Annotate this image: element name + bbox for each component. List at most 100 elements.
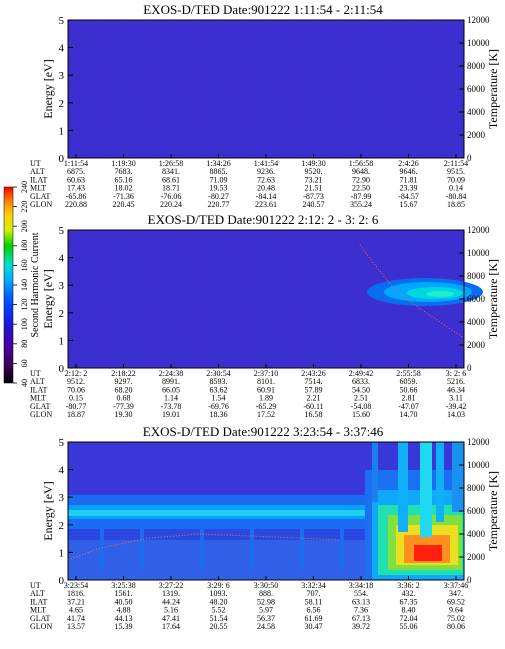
panel-1-cell: 73.21 [305,175,323,184]
panel-3: EXOS-D/TED Date:901222 3:23:54 - 3:37:46 [30,424,500,631]
panel-1-cell: 70.09 [447,175,465,184]
panel-1-cell: 22.50 [352,184,370,193]
panel-3-y2tick-label: 10000 [467,460,490,470]
panel-2-cell: 7514. [305,377,323,386]
panel-2-cell: 66.05 [162,385,180,394]
panel-3-row-label: MLT [30,606,46,615]
panel-1-ytick-label: 3 [59,70,65,82]
panel-2-cell: 5216. [447,377,465,386]
panel-2-cell: 8593. [210,377,228,386]
panel-2-cell: -69.76 [208,402,229,411]
panel-2-ylabel: Energy [eV] [41,269,55,328]
panel-1-cell: 220.24 [160,200,182,209]
panel-2-cell: 2.81 [402,394,416,403]
panel-3-cell: 56.37 [257,614,275,623]
panel-2-title: EXOS-D/TED Date:901222 2:12: 2 - 3: 2: 6 [148,212,379,227]
panel-3-cell: 1093. [210,589,228,598]
panel-2-ytick-label: 1 [59,335,65,347]
panel-2-ytick-label: 5 [59,225,65,237]
panel-1-cell: 223.61 [255,200,277,209]
panel-2-cell: 19.30 [115,410,133,419]
panel-3-cell: 3:30:50 [254,581,278,590]
panel-3-heatmap [68,442,464,580]
panel-3-cell: 3:37:46 [444,581,468,590]
panel-2-cell: 15.60 [352,410,370,419]
panel-1-y2tick-label: 4000 [467,107,486,117]
panel-1-cell: 18.71 [162,184,180,193]
panel-3-cell: 58.11 [305,597,323,606]
panel-3-cell: 1816. [67,589,85,598]
panel-3-cell: 5.97 [259,606,273,615]
panel-1-cell: 20.48 [257,184,275,193]
panel-2-y2label: Temperature [K] [486,259,500,339]
panel-2-cell: 2.21 [307,394,321,403]
panel-3-cell: 51.54 [210,614,228,623]
panel-1-y2tick-label: 10000 [467,38,490,48]
panel-1-cell: 220.88 [65,200,87,209]
panel-3-cell: 44.24 [162,597,180,606]
panel-3-row-label: GLON [30,622,52,631]
panel-1: EXOS-D/TED Date:901222 1:11:54 - 2:11:54… [30,2,500,209]
panel-2-cell: -80.77 [66,402,87,411]
panel-2-ytick-label: 3 [59,280,65,292]
panel-1-cell: 240.57 [303,200,325,209]
panel-2-cell: 2.51 [354,394,368,403]
panel-2-row-label: GLAT [30,402,51,411]
panel-2-ytick-label: 4 [59,253,65,265]
panel-3-ytick-label: 5 [59,437,65,449]
panel-1-cell: 18.85 [447,200,465,209]
panel-1-cell: 23.39 [400,184,418,193]
panel-2-cell: 0.15 [69,394,83,403]
panel-2-cell: 1.54 [212,394,226,403]
panel-1-cell: 1:56:58 [349,159,373,168]
panel-2-cell: 0.68 [117,394,131,403]
panel-1-row-label: MLT [30,184,46,193]
panel-3-cell: 20.55 [210,622,228,631]
panel-1-cell: 2:4:26 [398,159,418,168]
panel-2-cell: 14.03 [447,410,465,419]
panel-3-cell: 48.20 [210,597,228,606]
panel-2-cell: -73.78 [161,402,182,411]
panel-2-cell: 2:30:54 [206,369,230,378]
panel-3-cell: 47.41 [162,614,180,623]
panel-3-cell: 37.21 [67,597,85,606]
panel-2-cell: 60.91 [257,385,275,394]
panel-3-cell: 3:34:18 [349,581,373,590]
panel-3-cell: 55.06 [400,622,418,631]
panel-3-y2tick-label: 12000 [467,437,490,447]
panel-3-cell: 3:32:34 [301,581,325,590]
panel-1-cell: -80.84 [446,192,467,201]
colorbar-tick-label: 200 [20,220,29,232]
panel-3-y2tick-label: 4000 [467,529,486,539]
panel-3-cell: 3:29: 6 [207,581,229,590]
panel-2-row-label: ILAT [30,385,47,394]
panel-1-cell: 220.77 [208,200,230,209]
panel-2-row-label: UT [30,369,41,378]
panel-2-y2tick-label: 8000 [467,271,486,281]
panel-3-ytick-label: 2 [59,520,65,532]
panel-3-temperature-trace [67,533,341,561]
panel-3-cell: 17.64 [162,622,180,631]
colorbar-gradient [3,186,14,384]
panel-1-cell: 1:11:54 [64,159,88,168]
panel-1-cell: -65.86 [66,192,87,201]
panel-1-cell: 1:49:30 [301,159,325,168]
panel-1-heatmap [68,20,464,158]
panel-3-cell: 3:27:22 [159,581,183,590]
colorbar-tick-label: 40 [20,379,29,387]
panel-3-y2label: Temperature [K] [486,471,500,551]
panel-2-cyan-patch [367,278,483,306]
panel-2-y2tick-label: 12000 [467,225,490,235]
panel-3-cell: 707. [307,589,321,598]
panel-2-cell: 2:18:22 [111,369,135,378]
colorbar-tick-label: 220 [20,201,29,213]
panel-3-cell: 61.69 [305,614,323,623]
panel-3-axes: 0 1 2 3 4 5 0 2000 4000 6000 8000 10000 12000 [59,437,491,587]
panel-1-row-label: UT [30,159,41,168]
colorbar-tick-label: 100 [20,318,29,330]
panel-2-y2tick-label: 4000 [467,317,486,327]
colorbar-tick-label: 180 [20,240,29,252]
